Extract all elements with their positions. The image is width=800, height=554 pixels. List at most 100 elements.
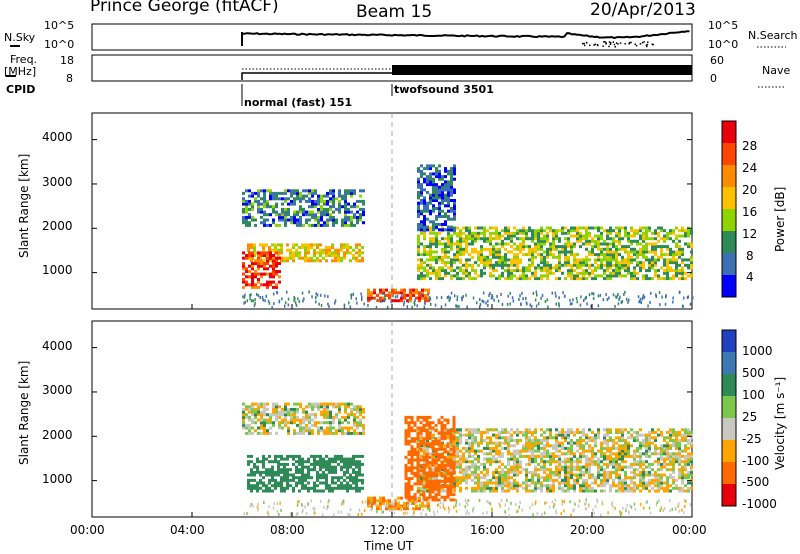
power-cell <box>480 255 483 259</box>
power-cell <box>266 283 269 287</box>
power-cell <box>645 231 648 235</box>
power-cell <box>546 271 549 275</box>
power-cell <box>624 229 627 233</box>
power-cell <box>501 229 504 233</box>
velocity-cell <box>263 402 266 406</box>
power-cell <box>474 250 477 254</box>
power-cell <box>420 185 423 189</box>
power-speckle <box>302 299 304 303</box>
velocity-cell <box>320 402 323 406</box>
velocity-cell <box>388 507 391 511</box>
velocity-cell <box>594 433 597 437</box>
power-cell <box>418 296 421 300</box>
velocity-cell <box>561 446 564 450</box>
power-cell <box>633 250 636 254</box>
power-cell <box>579 258 582 262</box>
power-cell <box>483 271 486 275</box>
velocity-cell <box>612 452 615 456</box>
velocity-cell <box>633 457 636 461</box>
velocity-cell <box>681 439 684 442</box>
velocity-cell <box>603 454 606 458</box>
velocity-cell <box>504 473 507 477</box>
power-cell <box>314 189 317 193</box>
power-cell <box>525 229 528 233</box>
velocity-cell <box>537 441 540 445</box>
velocity-cell <box>690 441 693 445</box>
power-cell <box>417 258 420 262</box>
power-cell <box>450 234 453 238</box>
power-cell <box>438 231 441 235</box>
power-cell <box>311 215 314 219</box>
power-cell <box>609 242 612 246</box>
velocity-cell <box>465 441 468 445</box>
velocity-cell <box>428 426 432 430</box>
power-cell <box>498 242 501 246</box>
velocity-cell <box>440 415 444 419</box>
velocity-cell <box>245 415 248 419</box>
velocity-cell <box>516 465 519 469</box>
velocity-cell <box>585 454 588 458</box>
power-cell <box>453 255 456 259</box>
velocity-cell <box>459 433 462 437</box>
power-cell <box>441 199 444 202</box>
power-cell <box>576 239 579 243</box>
velocity-cell <box>516 486 519 490</box>
velocity-cell <box>672 439 675 442</box>
power-cell <box>274 246 277 249</box>
velocity-cell <box>446 479 450 483</box>
power-cell <box>540 242 543 246</box>
velocity-speckle <box>662 509 664 513</box>
velocity-cell <box>422 469 426 473</box>
power-cell <box>663 245 666 249</box>
velocity-cell <box>633 431 636 434</box>
power-cell <box>546 263 549 267</box>
power-cell <box>594 239 597 243</box>
power-cell <box>359 194 362 198</box>
power-cell <box>462 269 465 273</box>
velocity-cell <box>446 421 450 425</box>
power-cell <box>507 269 510 273</box>
velocity-cell <box>452 429 456 433</box>
power-cell <box>471 263 474 267</box>
velocity-cell <box>449 431 453 435</box>
power-cell <box>289 248 292 252</box>
power-speckle <box>446 296 449 299</box>
velocity-cell <box>437 421 441 425</box>
velocity-cell <box>419 439 423 443</box>
power-cell <box>245 283 248 287</box>
power-cell <box>597 229 600 233</box>
power-cell <box>290 199 293 203</box>
velocity-cell <box>561 428 564 432</box>
velocity-cell <box>603 476 606 480</box>
velocity-cell <box>260 426 263 430</box>
velocity-cell <box>413 423 417 427</box>
power-cell <box>447 217 450 221</box>
velocity-cell <box>681 470 684 474</box>
power-cell <box>585 261 588 265</box>
power-cell <box>254 199 257 203</box>
power-cell <box>403 293 406 297</box>
power-cell <box>522 274 525 278</box>
velocity-cell <box>570 457 573 461</box>
power-cell <box>480 261 483 265</box>
power-cell <box>663 239 666 243</box>
power-speckle <box>429 296 431 300</box>
power-cell <box>459 247 462 251</box>
velocity-cell <box>690 436 693 440</box>
power-cell <box>435 271 438 275</box>
power-cell <box>591 226 594 230</box>
power-speckle <box>396 294 399 298</box>
velocity-cell <box>281 421 284 425</box>
velocity-cell <box>594 439 597 442</box>
velocity-cell <box>534 431 537 434</box>
power-cell <box>242 218 245 222</box>
velocity-cell <box>349 460 352 464</box>
velocity-cell <box>684 476 687 480</box>
power-cell <box>242 251 245 255</box>
power-cell <box>654 247 657 251</box>
velocity-speckle <box>296 503 299 507</box>
velocity-cell <box>277 473 280 477</box>
velocity-cell <box>388 499 391 503</box>
power-cell <box>528 253 531 257</box>
power-cell <box>356 218 359 222</box>
